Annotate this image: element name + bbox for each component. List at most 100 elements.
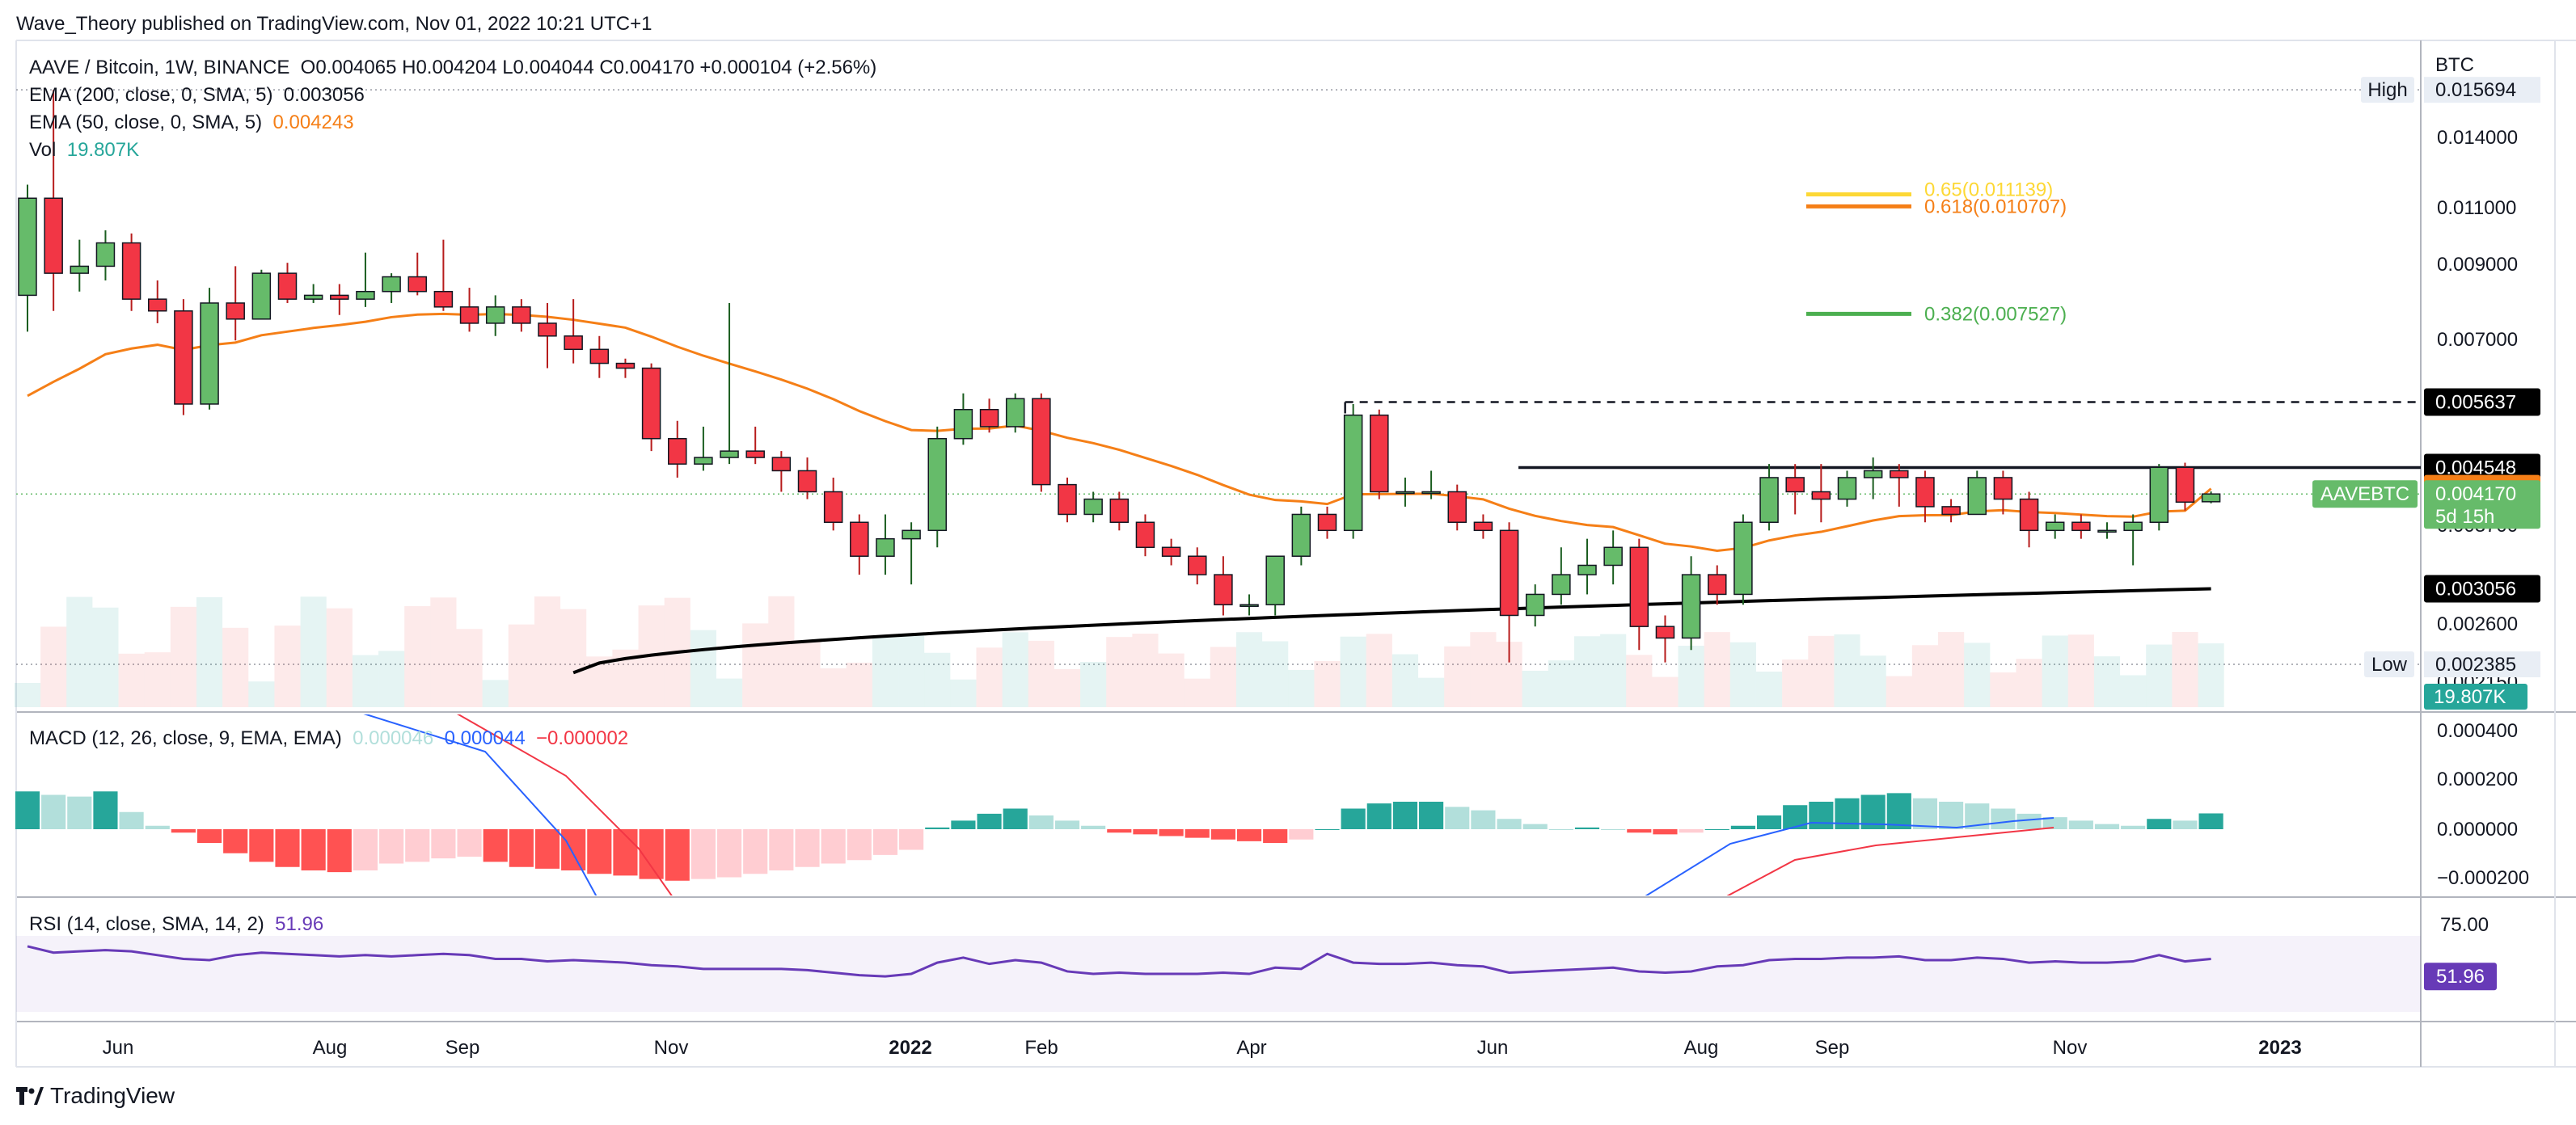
macd-histogram-bar [1730, 825, 1755, 829]
candle [694, 426, 713, 471]
macd-legend[interactable]: MACD (12, 26, close, 9, EMA, EMA) 0.0000… [29, 727, 628, 750]
candle-body [2123, 521, 2143, 532]
volume-bar [1522, 670, 1548, 707]
volume-bar [1834, 634, 1860, 707]
volume-bar [40, 626, 67, 707]
volume-bar [352, 655, 379, 707]
volume-bar [1288, 669, 1315, 707]
macd-histogram-bar [1653, 829, 1678, 835]
volume-bar [1080, 661, 1107, 707]
volume-bar [534, 596, 561, 707]
candle [1473, 514, 1493, 539]
candle-body [485, 306, 505, 324]
macd-histogram-bar [1471, 810, 1496, 829]
branding-text: TradingView [50, 1083, 175, 1108]
candle-body [850, 521, 869, 557]
candle [1552, 547, 1571, 605]
candle-body [1734, 521, 1753, 596]
macd-histogram-bar [951, 820, 976, 829]
volume-bar [1262, 641, 1289, 707]
macd-histogram-bar [1445, 807, 1470, 829]
volume-bar [1678, 646, 1704, 707]
candle [1214, 556, 1233, 616]
high-value: 0.015694 [2435, 79, 2516, 101]
candle-body [277, 272, 298, 300]
rsi-axis-tick: 75.00 [2440, 914, 2489, 936]
candle-body [1837, 477, 1857, 500]
candle [1577, 538, 1597, 595]
volume-bar [820, 668, 847, 707]
macd-histogram-bar [223, 829, 248, 853]
fib-level-label: 0.65(0.011139) [1924, 179, 2053, 201]
time-axis-label: Sep [1815, 1037, 1850, 1059]
macd-histogram-bar [1809, 802, 1834, 829]
macd-histogram-bar [301, 829, 326, 870]
candle [1058, 477, 1077, 523]
candle-body [641, 367, 661, 440]
volume-bar [690, 630, 716, 707]
volume-bar [846, 662, 872, 707]
candle-body [1109, 498, 1130, 524]
macd-histogram-bar [1003, 808, 1028, 829]
macd-histogram-bar [1236, 829, 1262, 841]
macd-histogram-bar [15, 791, 40, 829]
volume-bar [898, 633, 925, 707]
candle-body [1135, 521, 1155, 549]
candle [589, 335, 610, 378]
price-tag-bg [2424, 388, 2540, 416]
candle [18, 184, 37, 332]
legend-ema50[interactable]: EMA (50, close, 0, SMA, 5) 0.004243 [29, 112, 354, 134]
high-value-bg [2424, 77, 2540, 103]
volume-bar [430, 597, 457, 707]
candle-body [1370, 414, 1389, 493]
legend-ohlc: O0.004065 H0.004204 L0.004044 C0.004170 … [300, 57, 877, 78]
macd-histogram-bar [1783, 805, 1808, 829]
candle [148, 280, 167, 323]
high-label-bg [2361, 77, 2414, 103]
candle-body [589, 348, 610, 364]
candle [303, 284, 323, 303]
volume-bar [716, 678, 743, 707]
time-axis-label: Jun [103, 1037, 134, 1059]
macd-histogram-bar [1315, 829, 1340, 830]
macd-histogram-bar [716, 829, 742, 878]
candle [356, 252, 375, 307]
candle-body [226, 302, 245, 320]
macd-histogram-bar [561, 829, 586, 870]
macd-histogram-bar [145, 825, 170, 829]
last-price-value: 0.004170 [2435, 483, 2516, 505]
volume-bar [2172, 632, 2198, 707]
legend-ema200[interactable]: EMA (200, close, 0, SMA, 5) 0.003056 [29, 84, 365, 107]
macd-histogram-bar [2042, 817, 2067, 829]
volume-bar [1366, 634, 1392, 707]
price-axis-tick: 0.011000 [2437, 197, 2516, 219]
rsi-legend[interactable]: RSI (14, close, SMA, 14, 2) 51.96 [29, 913, 323, 936]
macd-line-recent [1645, 817, 2054, 895]
macd-histogram-bar [1522, 824, 1548, 829]
tradingview-logo[interactable]: TradingView [16, 1083, 175, 1109]
candle-body [1655, 626, 1675, 639]
legend-symbol[interactable]: AAVE / Bitcoin, 1W, BINANCE [29, 57, 290, 78]
candle-body [1421, 491, 1441, 495]
macd-signal-value: −0.000002 [536, 727, 629, 749]
candle [95, 230, 116, 280]
candle-body [1525, 593, 1545, 617]
candle-body [2175, 466, 2195, 504]
legend-vol[interactable]: Vol 19.807K [29, 139, 139, 162]
macd-histogram-bar [2173, 820, 2198, 829]
candle-body [330, 294, 349, 300]
candle-body [745, 450, 765, 458]
publish-line: Wave_Theory published on TradingView.com… [16, 13, 652, 35]
candle [927, 426, 947, 548]
candle [771, 451, 792, 492]
price-axis-tick: 0.007000 [2437, 329, 2518, 351]
price-axis-tick: 0.014000 [2437, 127, 2518, 149]
candle-body [1890, 470, 1909, 478]
price-tag-value: 0.003056 [2435, 578, 2516, 600]
candle-body [720, 450, 739, 458]
candle [2175, 462, 2195, 511]
volume-bar [560, 609, 587, 707]
candle [1370, 409, 1389, 499]
candle-body [512, 306, 531, 324]
volume-bar [1990, 672, 2016, 707]
